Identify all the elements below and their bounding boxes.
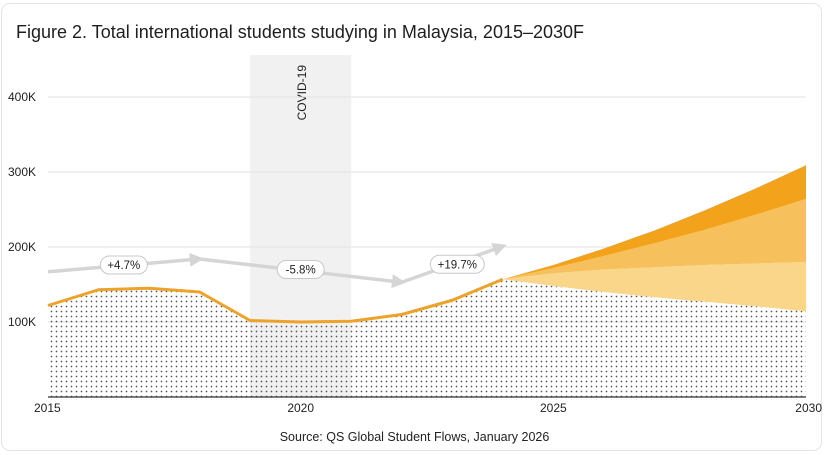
x-tick-label: 2020 [287,401,314,415]
historical-dotted-area [48,279,806,397]
historical-line [47,277,504,324]
chart-source: Source: QS Global Student Flows, January… [279,430,550,444]
x-tick-label: 2030 [795,401,822,415]
trend-label-0: +4.7% [107,260,140,272]
trend-pill-1 [276,260,325,279]
y-tick-label: 400K [8,90,36,104]
forecast-band-mid [502,199,806,280]
y-tick-label: 300K [8,165,36,179]
trend-pill-0 [99,255,148,275]
chart-title: Figure 2. Total international students s… [16,22,585,42]
covid-label: COVID-19 [295,65,309,121]
trend-label-2: +19.7% [438,259,477,271]
y-tick-label: 100K [8,315,36,329]
trend-label-1: -5.8% [286,265,316,277]
forecast-band-low [502,262,806,312]
y-tick-label: 200K [8,240,36,254]
trend-pill-2 [429,254,485,274]
x-tick-label: 2015 [34,401,61,415]
x-tick-label: 2025 [540,401,567,415]
